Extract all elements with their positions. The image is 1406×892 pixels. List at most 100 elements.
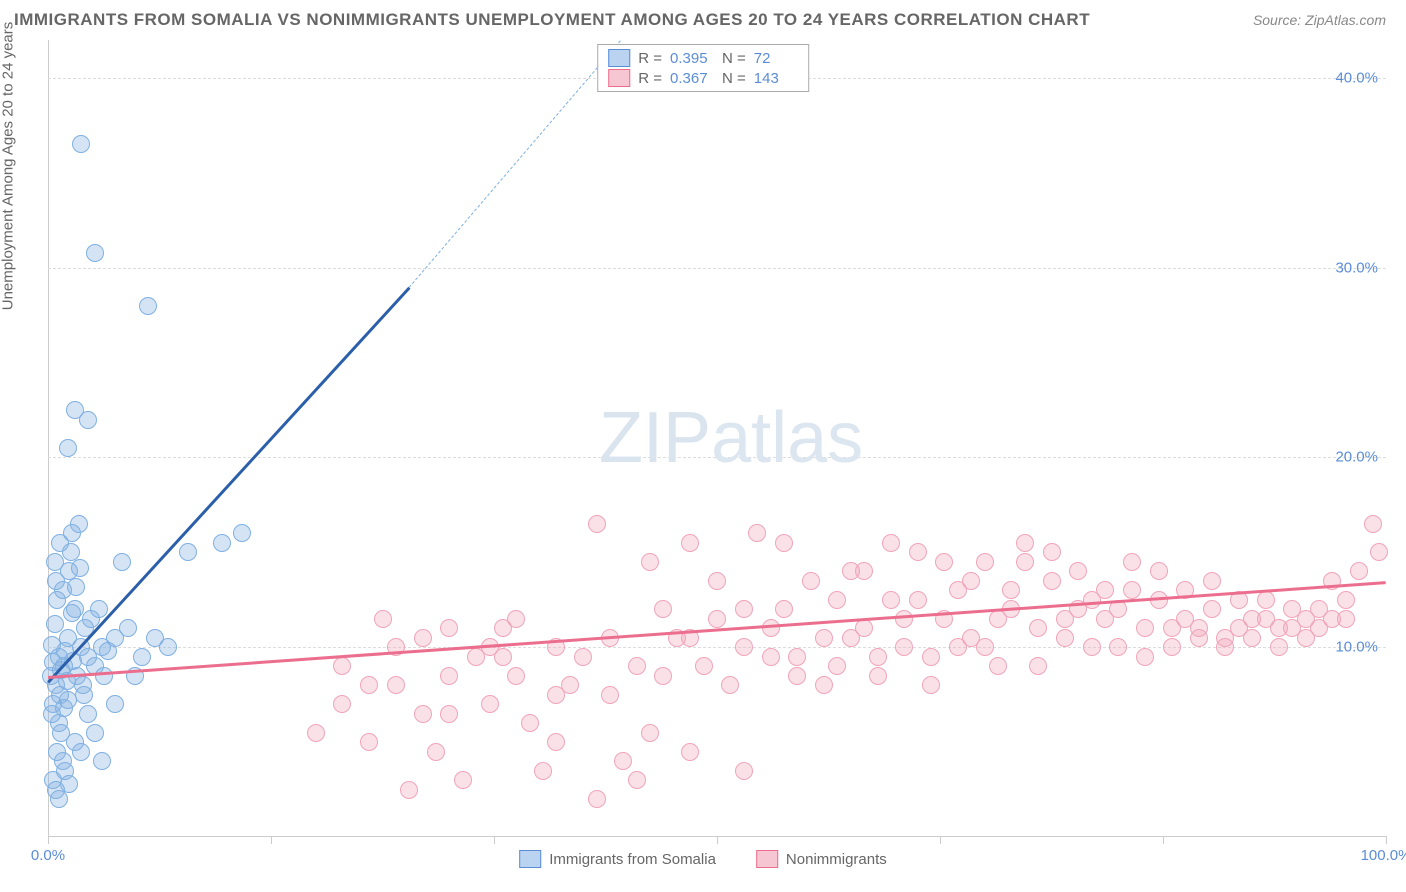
- scatter-point: [922, 648, 940, 666]
- scatter-point: [869, 667, 887, 685]
- legend-swatch-2: [608, 69, 630, 87]
- scatter-point: [1190, 619, 1208, 637]
- scatter-point: [976, 638, 994, 656]
- legend-swatch-1: [608, 49, 630, 67]
- scatter-point: [681, 534, 699, 552]
- scatter-point: [1270, 638, 1288, 656]
- scatter-point: [233, 524, 251, 542]
- scatter-point: [1056, 629, 1074, 647]
- x-legend-label-1: Immigrants from Somalia: [549, 851, 716, 868]
- scatter-point: [374, 610, 392, 628]
- scatter-point: [588, 790, 606, 808]
- x-tick-mark: [271, 836, 272, 844]
- scatter-point: [721, 676, 739, 694]
- scatter-point: [360, 676, 378, 694]
- x-tick-mark: [940, 836, 941, 844]
- scatter-point: [1163, 619, 1181, 637]
- scatter-point: [59, 439, 77, 457]
- scatter-point: [708, 610, 726, 628]
- scatter-point: [628, 771, 646, 789]
- scatter-point: [989, 610, 1007, 628]
- scatter-point: [1203, 572, 1221, 590]
- scatter-point: [574, 648, 592, 666]
- scatter-point: [1163, 638, 1181, 656]
- scatter-point: [507, 610, 525, 628]
- scatter-point: [139, 297, 157, 315]
- scatter-point: [133, 648, 151, 666]
- scatter-point: [534, 762, 552, 780]
- x-legend-item-1: Immigrants from Somalia: [519, 850, 716, 868]
- scatter-point: [440, 705, 458, 723]
- legend-r-value-1: 0.395: [670, 50, 714, 67]
- regression-dash: [409, 40, 621, 287]
- scatter-point: [895, 638, 913, 656]
- scatter-point: [333, 695, 351, 713]
- scatter-point: [641, 553, 659, 571]
- scatter-point: [922, 676, 940, 694]
- scatter-point: [882, 591, 900, 609]
- x-tick-label: 100.0%: [1361, 847, 1406, 864]
- scatter-point: [67, 578, 85, 596]
- scatter-point: [788, 667, 806, 685]
- scatter-point: [654, 600, 672, 618]
- scatter-point: [614, 752, 632, 770]
- scatter-point: [695, 657, 713, 675]
- legend-row-1: R = 0.395 N = 72: [608, 49, 798, 67]
- scatter-point: [628, 657, 646, 675]
- scatter-point: [119, 619, 137, 637]
- legend-n-value-1: 72: [754, 50, 798, 67]
- scatter-point: [681, 743, 699, 761]
- x-legend-swatch-2: [756, 850, 778, 868]
- scatter-point: [400, 781, 418, 799]
- scatter-point: [762, 648, 780, 666]
- legend-r-label-2: R =: [638, 70, 662, 87]
- chart-title: IMMIGRANTS FROM SOMALIA VS NONIMMIGRANTS…: [14, 10, 1090, 30]
- y-axis-title: Unemployment Among Ages 20 to 24 years: [0, 22, 17, 311]
- scatter-point: [50, 790, 68, 808]
- scatter-point: [440, 619, 458, 637]
- scatter-point: [414, 629, 432, 647]
- scatter-point: [1323, 610, 1341, 628]
- legend-n-value-2: 143: [754, 70, 798, 87]
- scatter-point: [708, 572, 726, 590]
- scatter-point: [113, 553, 131, 571]
- scatter-point: [976, 553, 994, 571]
- scatter-point: [360, 733, 378, 751]
- scatter-point: [93, 752, 111, 770]
- scatter-point: [654, 667, 672, 685]
- scatter-point: [775, 600, 793, 618]
- scatter-point: [307, 724, 325, 742]
- correlation-legend: R = 0.395 N = 72 R = 0.367 N = 143: [597, 44, 809, 92]
- scatter-point: [1096, 581, 1114, 599]
- legend-n-label-1: N =: [722, 50, 746, 67]
- scatter-point: [1109, 638, 1127, 656]
- scatter-point: [735, 762, 753, 780]
- scatter-point: [47, 572, 65, 590]
- scatter-point: [641, 724, 659, 742]
- scatter-plot: [48, 40, 1386, 837]
- legend-row-2: R = 0.367 N = 143: [608, 69, 798, 87]
- scatter-point: [815, 629, 833, 647]
- scatter-point: [79, 705, 97, 723]
- x-tick-mark: [1386, 836, 1387, 844]
- scatter-point: [989, 657, 1007, 675]
- scatter-point: [66, 401, 84, 419]
- x-legend-label-2: Nonimmigrants: [786, 851, 887, 868]
- scatter-point: [935, 553, 953, 571]
- plot-area: [48, 40, 1386, 837]
- scatter-point: [949, 638, 967, 656]
- scatter-point: [1056, 610, 1074, 628]
- scatter-point: [1350, 562, 1368, 580]
- scatter-point: [1364, 515, 1382, 533]
- scatter-point: [1243, 610, 1261, 628]
- scatter-point: [775, 534, 793, 552]
- source-label: Source: ZipAtlas.com: [1253, 12, 1386, 28]
- scatter-point: [909, 543, 927, 561]
- scatter-point: [882, 534, 900, 552]
- scatter-point: [735, 600, 753, 618]
- regression-line: [47, 287, 410, 683]
- scatter-point: [179, 543, 197, 561]
- x-tick-mark: [48, 836, 49, 844]
- scatter-point: [855, 562, 873, 580]
- scatter-point: [1150, 562, 1168, 580]
